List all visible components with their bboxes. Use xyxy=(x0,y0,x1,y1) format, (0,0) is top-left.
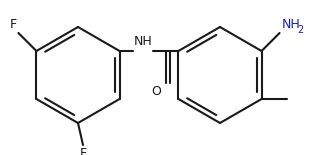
Text: O: O xyxy=(152,85,162,98)
Text: F: F xyxy=(9,18,16,31)
Text: NH: NH xyxy=(134,35,153,48)
Text: F: F xyxy=(79,147,86,155)
Text: 2: 2 xyxy=(298,25,304,35)
Text: NH: NH xyxy=(281,18,300,31)
